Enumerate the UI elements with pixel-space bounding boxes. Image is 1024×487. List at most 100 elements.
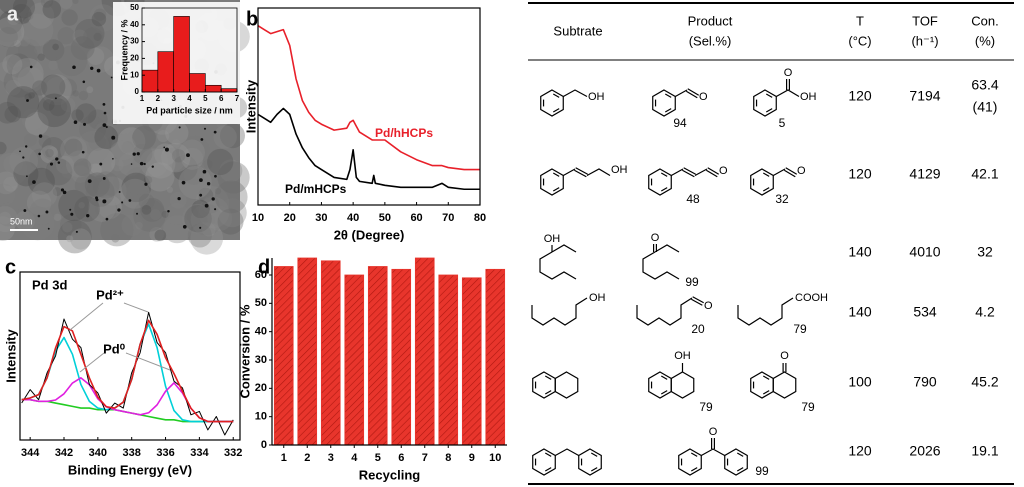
cell-tof: 4129 (909, 166, 940, 182)
y-tick-label: 10 (255, 411, 267, 423)
tem-texture (109, 140, 136, 167)
tem-texture (214, 188, 222, 195)
tem-texture (217, 198, 247, 228)
tem-texture (49, 98, 68, 117)
tem-particle (214, 208, 217, 211)
chart-title: Pd 3d (32, 277, 67, 292)
tem-texture (97, 176, 127, 206)
tem-texture (195, 186, 230, 220)
x-tick-label: 9 (469, 452, 475, 464)
tem-texture (29, 198, 56, 225)
histogram-bar (205, 84, 222, 93)
atom-label: OH (674, 350, 691, 362)
series-line (21, 311, 234, 436)
atom-label: OH (544, 233, 561, 245)
tem-particle (214, 174, 217, 178)
ring (652, 89, 676, 117)
panel-label: d (258, 256, 270, 278)
x-tick-label: 1 (140, 94, 145, 103)
x-axis-title: Binding Energy (eV) (68, 462, 192, 477)
tem-texture (143, 175, 153, 185)
cell-tof: 790 (913, 374, 937, 390)
tem-texture (181, 147, 204, 170)
tem-texture (0, 171, 18, 195)
tem-texture (179, 139, 206, 166)
tem-texture (24, 93, 32, 101)
tem-texture (207, 205, 233, 231)
tem-particle (103, 111, 107, 115)
tem-texture (53, 213, 62, 222)
ring (724, 448, 748, 476)
tem-texture (94, 125, 119, 150)
ring-double-bond (765, 108, 773, 113)
selectivity: 79 (699, 400, 713, 414)
tem-particle (199, 226, 202, 229)
double-bond (575, 167, 588, 175)
tem-texture (57, 27, 75, 45)
tem-texture (32, 80, 48, 96)
tem-texture (92, 171, 120, 199)
y-axis-title: Conversion / % (237, 304, 252, 398)
y-tick-label: 40 (130, 20, 139, 29)
tem-texture (59, 78, 77, 97)
tem-texture (60, 97, 76, 113)
tem-texture (45, 148, 54, 158)
tem-particle (60, 188, 65, 192)
tem-texture (74, 196, 100, 222)
tem-texture (75, 70, 93, 88)
ring-double-bond (544, 375, 552, 380)
tem-texture (66, 235, 74, 243)
double-bond (707, 167, 720, 175)
tem-texture (71, 109, 84, 122)
tem-texture (140, 197, 165, 222)
series-line (257, 25, 480, 171)
tem-particle (75, 230, 78, 233)
tem-particle (151, 165, 154, 168)
histogram-bar (157, 51, 174, 93)
tem-particle (182, 224, 187, 229)
tem-texture (178, 165, 212, 200)
tem-texture (70, 228, 92, 250)
tem-texture (181, 203, 212, 234)
atom-label: O (784, 67, 793, 79)
x-axis-title: Recycling (359, 467, 420, 482)
x-tick-label: 50 (379, 212, 391, 224)
cell-conversion: 45.2 (971, 374, 998, 390)
tem-particle (87, 179, 92, 184)
tem-texture (110, 134, 137, 161)
ring-double-bond (552, 108, 560, 113)
cell-temperature: 120 (848, 88, 872, 104)
cell-temperature: 120 (848, 166, 872, 182)
tem-texture (72, 29, 87, 44)
cell-temperature: 140 (848, 244, 872, 260)
tem-particle (111, 135, 116, 140)
y-tick-label: 0 (135, 87, 140, 96)
cell-conversion-paren: (41) (973, 99, 998, 115)
tem-texture (41, 136, 66, 161)
ring (578, 448, 602, 476)
cell-temperature: 100 (848, 374, 872, 390)
y-tick-label: 10 (130, 70, 139, 79)
x-tick-label: 338 (123, 447, 141, 459)
bar (485, 268, 506, 446)
tem-particle (22, 156, 25, 159)
histogram-bar (189, 73, 206, 93)
panel-label: a (7, 3, 19, 25)
tem-particle (45, 210, 49, 214)
tem-texture (171, 149, 186, 163)
tem-texture (58, 189, 90, 222)
tem-texture (6, 11, 21, 26)
histogram-bar (220, 88, 238, 93)
tem-texture (133, 199, 166, 232)
y-axis-title: Frequency / % (119, 19, 129, 80)
plot-frame (257, 7, 481, 206)
tem-particle (102, 177, 106, 180)
tem-particle (130, 163, 133, 165)
annotation: Pd²⁺ (96, 287, 124, 302)
tem-texture (88, 163, 102, 177)
bond (701, 448, 725, 457)
tem-texture (29, 148, 51, 170)
tem-texture (161, 147, 186, 172)
